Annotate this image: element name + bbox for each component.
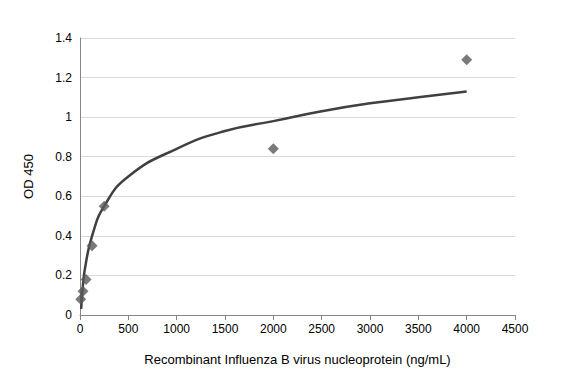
svg-text:4500: 4500 xyxy=(502,322,529,336)
svg-text:1000: 1000 xyxy=(163,322,190,336)
svg-text:0.2: 0.2 xyxy=(55,268,72,282)
svg-text:OD 450: OD 450 xyxy=(21,154,36,199)
svg-text:0.4: 0.4 xyxy=(55,229,72,243)
svg-text:0: 0 xyxy=(77,322,84,336)
svg-text:2000: 2000 xyxy=(260,322,287,336)
svg-text:0.6: 0.6 xyxy=(55,189,72,203)
svg-text:3000: 3000 xyxy=(357,322,384,336)
svg-text:1.2: 1.2 xyxy=(55,71,72,85)
svg-text:4000: 4000 xyxy=(453,322,480,336)
svg-text:3500: 3500 xyxy=(405,322,432,336)
svg-text:1: 1 xyxy=(65,110,72,124)
svg-text:500: 500 xyxy=(118,322,138,336)
svg-text:Recombinant Influenza B virus: Recombinant Influenza B virus nucleoprot… xyxy=(144,352,450,367)
svg-text:1500: 1500 xyxy=(212,322,239,336)
svg-text:0.8: 0.8 xyxy=(55,150,72,164)
svg-text:0: 0 xyxy=(65,308,72,322)
svg-text:1.4: 1.4 xyxy=(55,31,72,45)
svg-text:2500: 2500 xyxy=(308,322,335,336)
